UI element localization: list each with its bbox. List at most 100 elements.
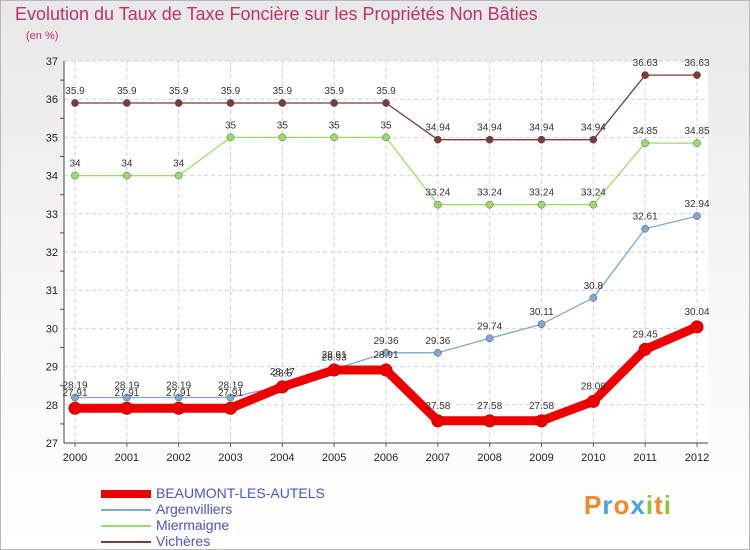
data-label-argenvilliers: 28.19 bbox=[114, 381, 139, 392]
data-label-argenvilliers: 28.19 bbox=[166, 381, 191, 392]
data-point-argenvilliers bbox=[122, 393, 131, 402]
y-tick-label: 33 bbox=[46, 209, 58, 221]
data-point-beaumont-les-autels bbox=[275, 380, 289, 394]
logo-letter: i bbox=[645, 490, 655, 520]
x-tick-label: 2002 bbox=[166, 452, 190, 464]
data-point-beaumont-les-autels bbox=[535, 414, 548, 428]
data-label-argenvilliers: 32.94 bbox=[684, 199, 709, 210]
data-point-argenvilliers bbox=[382, 348, 390, 357]
data-label-miermaigne: 35 bbox=[225, 120, 237, 131]
data-label-argenvilliers: 29.36 bbox=[373, 336, 398, 347]
x-tick-label: 2011 bbox=[633, 452, 657, 464]
x-tick-label: 2009 bbox=[529, 452, 553, 464]
y-tick-label: 31 bbox=[46, 285, 58, 297]
data-point-beaumont-les-autels bbox=[690, 320, 704, 334]
data-label-vicheres: 35.9 bbox=[221, 86, 241, 97]
data-point-argenvilliers bbox=[641, 224, 650, 233]
chart-title: Evolution du Taux de Taxe Foncière sur l… bbox=[15, 4, 538, 24]
x-tick-label: 2006 bbox=[374, 452, 398, 464]
data-label-beaumont-les-autels: 27.58 bbox=[425, 401, 450, 412]
data-label-vicheres: 34.94 bbox=[477, 123, 502, 134]
data-label-miermaigne: 35 bbox=[329, 120, 341, 131]
data-point-vicheres bbox=[485, 135, 494, 144]
x-tick-label: 2010 bbox=[581, 452, 605, 464]
data-label-miermaigne: 35 bbox=[277, 120, 289, 131]
data-point-beaumont-les-autels bbox=[586, 394, 600, 408]
data-label-miermaigne: 34 bbox=[173, 159, 185, 170]
legend-label-vicheres: Vichères bbox=[156, 533, 211, 549]
data-point-miermaigne bbox=[693, 139, 701, 147]
data-point-miermaigne bbox=[122, 171, 131, 180]
grid-lines bbox=[64, 60, 708, 444]
data-point-argenvilliers bbox=[589, 293, 598, 302]
y-tick-label: 36 bbox=[46, 94, 58, 106]
data-point-argenvilliers bbox=[433, 348, 442, 357]
x-tick-label: 2003 bbox=[218, 452, 242, 464]
x-tick-label: 2000 bbox=[63, 452, 87, 464]
y-tick-label: 27 bbox=[46, 438, 58, 450]
data-point-vicheres bbox=[330, 99, 339, 107]
data-label-beaumont-les-autels: 30.04 bbox=[684, 307, 709, 318]
data-label-beaumont-les-autels: 27.91 bbox=[218, 388, 243, 399]
data-label-argenvilliers: 28.93 bbox=[322, 352, 347, 363]
y-tick-label: 28 bbox=[46, 400, 58, 412]
y-tick-label: 32 bbox=[46, 247, 58, 259]
data-point-beaumont-les-autels bbox=[483, 414, 497, 428]
data-label-argenvilliers: 28.19 bbox=[62, 381, 87, 392]
data-point-beaumont-les-autels bbox=[327, 363, 341, 377]
data-label-vicheres: 34.94 bbox=[529, 123, 554, 134]
line-chart: 27 28 29 30 31 32 33 34 35 36 37 2000 2001 2002 2003 20… bbox=[46, 56, 710, 464]
x-tick-label: 2004 bbox=[270, 452, 294, 464]
data-point-miermaigne bbox=[278, 133, 287, 142]
data-point-miermaigne bbox=[433, 200, 442, 209]
y-tick-label: 37 bbox=[46, 56, 58, 68]
data-label-beaumont-les-autels: 28.09 bbox=[581, 381, 606, 392]
legend-swatch-vicheres bbox=[101, 541, 151, 543]
data-label-beaumont-les-autels: 27.91 bbox=[62, 388, 87, 399]
legend-swatch-argenvilliers bbox=[101, 509, 151, 511]
data-point-vicheres bbox=[433, 135, 442, 144]
legend-label-argenvilliers: Argenvilliers bbox=[156, 501, 233, 517]
data-label-vicheres: 35.9 bbox=[273, 86, 293, 97]
data-label-miermaigne: 34.85 bbox=[633, 126, 658, 137]
data-label-vicheres: 35.9 bbox=[324, 86, 344, 97]
data-labels: 35.9 35.9 35.9 35.9 35.9 35.9 35.9 34.94 34.94 34… bbox=[62, 58, 709, 412]
data-label-vicheres: 34.94 bbox=[425, 123, 450, 134]
logo-letter: r bbox=[602, 490, 614, 520]
x-tick-label: 2007 bbox=[426, 452, 450, 464]
data-point-vicheres bbox=[589, 135, 598, 144]
data-point-beaumont-les-autels bbox=[172, 401, 186, 415]
data-label-vicheres: 35.9 bbox=[65, 86, 85, 97]
data-point-miermaigne bbox=[641, 139, 650, 147]
data-point-beaumont-les-autels bbox=[379, 363, 393, 377]
data-point-vicheres bbox=[537, 135, 546, 144]
legend-swatch-miermaigne bbox=[101, 525, 151, 527]
data-label-beaumont-les-autels: 27.91 bbox=[166, 388, 191, 399]
logo-letter: x bbox=[630, 490, 646, 520]
data-point-argenvilliers bbox=[537, 320, 546, 329]
data-label-miermaigne: 34.85 bbox=[684, 126, 709, 137]
data-label-miermaigne: 35 bbox=[380, 120, 392, 131]
y-tick-label: 30 bbox=[46, 323, 58, 335]
data-label-miermaigne: 33.24 bbox=[477, 188, 502, 199]
data-label-argenvilliers: 28.19 bbox=[218, 381, 243, 392]
data-point-beaumont-les-autels bbox=[68, 401, 82, 415]
y-tick-label: 34 bbox=[46, 171, 58, 183]
logo-letter: o bbox=[613, 490, 631, 520]
data-label-argenvilliers: 30.11 bbox=[529, 307, 554, 318]
data-point-miermaigne bbox=[382, 133, 390, 142]
proxiti-logo: Proxiti bbox=[584, 490, 672, 521]
data-point-argenvilliers bbox=[71, 393, 79, 402]
y-axis-unit-label: (en %) bbox=[26, 30, 59, 42]
data-label-beaumont-les-autels: 28.47 bbox=[270, 367, 295, 378]
data-label-beaumont-les-autels: 29.45 bbox=[633, 329, 658, 340]
data-label-miermaigne: 33.24 bbox=[425, 188, 450, 199]
logo-letter: t bbox=[654, 490, 664, 520]
data-label-beaumont-les-autels: 28.91 bbox=[322, 350, 347, 361]
data-point-argenvilliers bbox=[485, 334, 494, 343]
x-tick-label: 2001 bbox=[115, 452, 139, 464]
y-tick-label: 29 bbox=[46, 362, 58, 374]
data-point-vicheres bbox=[71, 99, 79, 107]
logo-letter: P bbox=[584, 490, 603, 520]
